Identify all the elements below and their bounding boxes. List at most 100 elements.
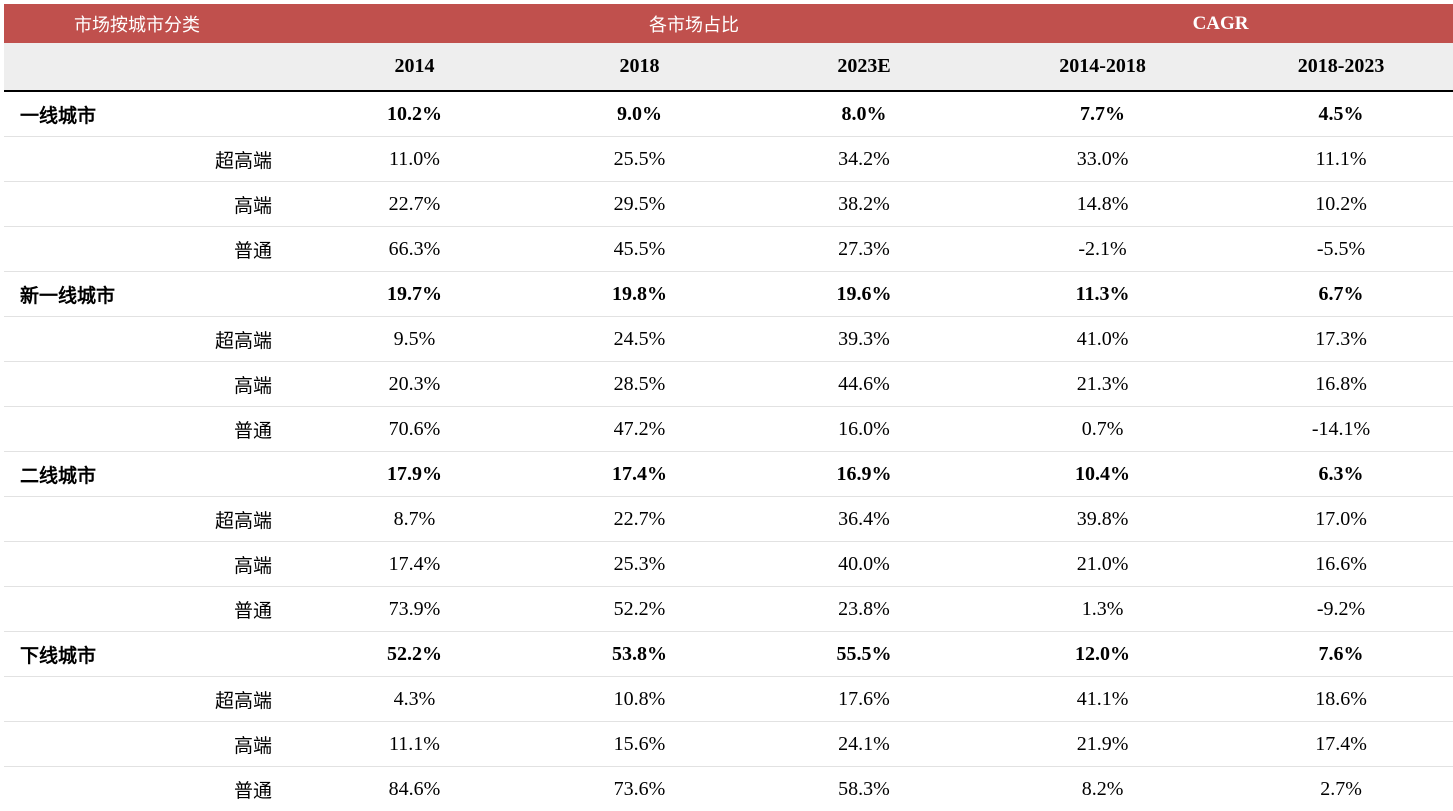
table-cell: 70.6% <box>302 407 527 452</box>
table-cell: 25.5% <box>527 137 752 182</box>
table-cell: 10.4% <box>976 452 1229 497</box>
segment-label: 普通 <box>4 587 302 632</box>
table-cell: 12.0% <box>976 632 1229 677</box>
segment-label: 超高端 <box>4 497 302 542</box>
segment-row: 超高端 4.3% 10.8% 17.6% 41.1% 18.6% <box>4 677 1453 722</box>
table-cell: 19.6% <box>752 272 976 317</box>
table-cell: 40.0% <box>752 542 976 587</box>
segment-label: 高端 <box>4 542 302 587</box>
segment-label: 普通 <box>4 767 302 811</box>
table-cell: 22.7% <box>302 182 527 227</box>
table-cell: 21.0% <box>976 542 1229 587</box>
table-cell: 24.1% <box>752 722 976 767</box>
table-cell: 84.6% <box>302 767 527 811</box>
tier-label: 下线城市 <box>4 632 302 677</box>
table-cell: 11.3% <box>976 272 1229 317</box>
table-cell: 22.7% <box>527 497 752 542</box>
tier-row: 下线城市 52.2% 53.8% 55.5% 12.0% 7.6% <box>4 632 1453 677</box>
table-cell: 9.0% <box>527 91 752 137</box>
table-cell: 16.6% <box>1229 542 1453 587</box>
segment-row: 普通 84.6% 73.6% 58.3% 8.2% 2.7% <box>4 767 1453 811</box>
table-cell: 16.8% <box>1229 362 1453 407</box>
column-header: 2014 <box>302 43 527 91</box>
table-cell: 36.4% <box>752 497 976 542</box>
table-cell: 11.1% <box>302 722 527 767</box>
table-cell: 1.3% <box>976 587 1229 632</box>
segment-row: 超高端 9.5% 24.5% 39.3% 41.0% 17.3% <box>4 317 1453 362</box>
column-header: 2018 <box>527 43 752 91</box>
table-cell: -14.1% <box>1229 407 1453 452</box>
table-cell: 73.6% <box>527 767 752 811</box>
column-header: 2023E <box>752 43 976 91</box>
segment-label: 超高端 <box>4 677 302 722</box>
table-cell: 23.8% <box>752 587 976 632</box>
table-cell: 52.2% <box>527 587 752 632</box>
segment-row: 高端 20.3% 28.5% 44.6% 21.3% 16.8% <box>4 362 1453 407</box>
share-header: 各市场占比 <box>302 4 976 43</box>
segment-label: 高端 <box>4 362 302 407</box>
table-cell: 14.8% <box>976 182 1229 227</box>
table-cell: 41.0% <box>976 317 1229 362</box>
table-cell: 25.3% <box>527 542 752 587</box>
table-cell: 15.6% <box>527 722 752 767</box>
table-cell: 7.6% <box>1229 632 1453 677</box>
table-cell: 0.7% <box>976 407 1229 452</box>
table-cell: -2.1% <box>976 227 1229 272</box>
segment-label: 超高端 <box>4 317 302 362</box>
table-cell: 18.6% <box>1229 677 1453 722</box>
table-cell: 8.7% <box>302 497 527 542</box>
header-row: 市场按城市分类 各市场占比 CAGR <box>4 4 1453 43</box>
table-cell: 66.3% <box>302 227 527 272</box>
table-cell: 11.0% <box>302 137 527 182</box>
tier-label: 新一线城市 <box>4 272 302 317</box>
segment-row: 超高端 8.7% 22.7% 36.4% 39.8% 17.0% <box>4 497 1453 542</box>
table-cell: 44.6% <box>752 362 976 407</box>
table-cell: 9.5% <box>302 317 527 362</box>
subheader-row: 2014 2018 2023E 2014-2018 2018-2023 <box>4 43 1453 91</box>
table-cell: 10.8% <box>527 677 752 722</box>
table-cell: 4.5% <box>1229 91 1453 137</box>
table-cell: 58.3% <box>752 767 976 811</box>
segment-label: 超高端 <box>4 137 302 182</box>
table-cell: 27.3% <box>752 227 976 272</box>
table-cell: 47.2% <box>527 407 752 452</box>
table-cell: 53.8% <box>527 632 752 677</box>
table-cell: 39.8% <box>976 497 1229 542</box>
table-cell: 11.1% <box>1229 137 1453 182</box>
table-cell: -5.5% <box>1229 227 1453 272</box>
tier-label: 二线城市 <box>4 452 302 497</box>
table-cell: 16.9% <box>752 452 976 497</box>
table-cell: 55.5% <box>752 632 976 677</box>
segment-row: 高端 22.7% 29.5% 38.2% 14.8% 10.2% <box>4 182 1453 227</box>
segment-row: 高端 17.4% 25.3% 40.0% 21.0% 16.6% <box>4 542 1453 587</box>
segment-row: 普通 73.9% 52.2% 23.8% 1.3% -9.2% <box>4 587 1453 632</box>
table-cell: 20.3% <box>302 362 527 407</box>
table-cell: 17.4% <box>527 452 752 497</box>
segment-row: 普通 70.6% 47.2% 16.0% 0.7% -14.1% <box>4 407 1453 452</box>
segment-label: 普通 <box>4 407 302 452</box>
table-cell: 2.7% <box>1229 767 1453 811</box>
table-cell: 21.3% <box>976 362 1229 407</box>
segment-row: 超高端 11.0% 25.5% 34.2% 33.0% 11.1% <box>4 137 1453 182</box>
table-cell: 10.2% <box>1229 182 1453 227</box>
table-cell: 17.0% <box>1229 497 1453 542</box>
table-cell: 41.1% <box>976 677 1229 722</box>
table-cell: 45.5% <box>527 227 752 272</box>
table-cell: 28.5% <box>527 362 752 407</box>
table-cell: 19.8% <box>527 272 752 317</box>
table-cell: 33.0% <box>976 137 1229 182</box>
table-cell: 38.2% <box>752 182 976 227</box>
table-cell: 29.5% <box>527 182 752 227</box>
subheader-blank <box>4 43 302 91</box>
table-cell: 17.3% <box>1229 317 1453 362</box>
table-cell: 21.9% <box>976 722 1229 767</box>
table-cell: 16.0% <box>752 407 976 452</box>
table-cell: 6.7% <box>1229 272 1453 317</box>
segment-row: 普通 66.3% 45.5% 27.3% -2.1% -5.5% <box>4 227 1453 272</box>
table-cell: 39.3% <box>752 317 976 362</box>
tier-row: 新一线城市 19.7% 19.8% 19.6% 11.3% 6.7% <box>4 272 1453 317</box>
column-header: 2018-2023 <box>1229 43 1453 91</box>
table-cell: 34.2% <box>752 137 976 182</box>
table-cell: 52.2% <box>302 632 527 677</box>
segment-label: 高端 <box>4 182 302 227</box>
